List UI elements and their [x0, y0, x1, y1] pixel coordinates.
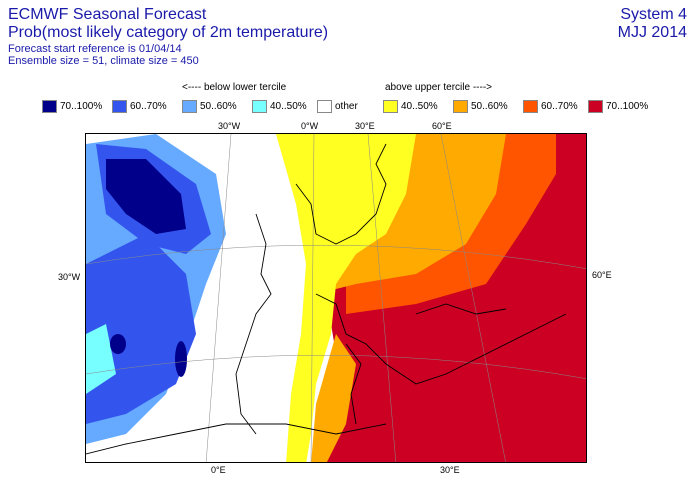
coastlines	[86, 143, 567, 455]
title-line-2: Prob(most likely category of 2m temperat…	[8, 24, 329, 42]
left-label: 30°W	[58, 272, 81, 282]
top-label-2: 0°W	[301, 121, 319, 131]
system-info: System 4 MJJ 2014	[618, 6, 687, 43]
legend-swatch-7	[523, 100, 538, 113]
legend-label-6: 50..60%	[471, 101, 508, 112]
legend-swatch-0	[42, 100, 57, 113]
legend-label-1: 60..70%	[130, 101, 167, 112]
legend-label-0: 70..100%	[60, 101, 103, 112]
legend-label-2: 50..60%	[200, 101, 237, 112]
title-block: ECMWF Seasonal Forecast Prob(most likely…	[8, 6, 328, 68]
legend-swatch-2	[182, 100, 197, 113]
region-blue	[86, 234, 196, 424]
region-yellow	[276, 134, 416, 462]
legend-swatch-1	[112, 100, 127, 113]
forecast-map	[85, 133, 587, 463]
legend-swatch-8	[588, 100, 603, 113]
system-label: System 4	[620, 6, 687, 23]
legend-below-heading: <---- below lower tercile	[182, 82, 287, 93]
legend-swatch-5	[383, 100, 398, 113]
top-label-1: 30°W	[218, 121, 241, 131]
ensemble-size-text: Ensemble size = 51, climate size = 450	[8, 55, 199, 68]
region-dark-blue	[106, 159, 186, 234]
region-dark-blue-south	[110, 334, 126, 354]
region-dark-blue-east	[175, 341, 187, 377]
legend-swatch-3	[252, 100, 267, 113]
bottom-label-1: 0°E	[211, 465, 226, 475]
legend-above-heading: above upper tercile ---->	[385, 82, 492, 93]
legend-label-3: 40..50%	[270, 101, 307, 112]
title-line-1: ECMWF Seasonal Forecast	[8, 6, 207, 23]
legend-label-8: 70..100%	[606, 101, 649, 112]
legend-swatch-6	[453, 100, 468, 113]
legend-label-4: other	[335, 101, 358, 112]
legend-label-5: 40..50%	[401, 101, 438, 112]
season-label: MJJ 2014	[617, 24, 687, 42]
right-label: 60°E	[592, 270, 612, 280]
legend-swatch-4	[317, 100, 332, 113]
bottom-label-2: 30°E	[440, 465, 460, 475]
top-label-3: 30°E	[355, 121, 375, 131]
top-label-4: 60°E	[432, 121, 452, 131]
graticule	[86, 134, 586, 462]
legend-label-7: 60..70%	[541, 101, 578, 112]
forecast-start-text: Forecast start reference is 01/04/14	[8, 42, 182, 55]
region-orange-west	[311, 334, 356, 462]
map-svg	[86, 134, 586, 462]
region-cyan	[86, 324, 116, 394]
